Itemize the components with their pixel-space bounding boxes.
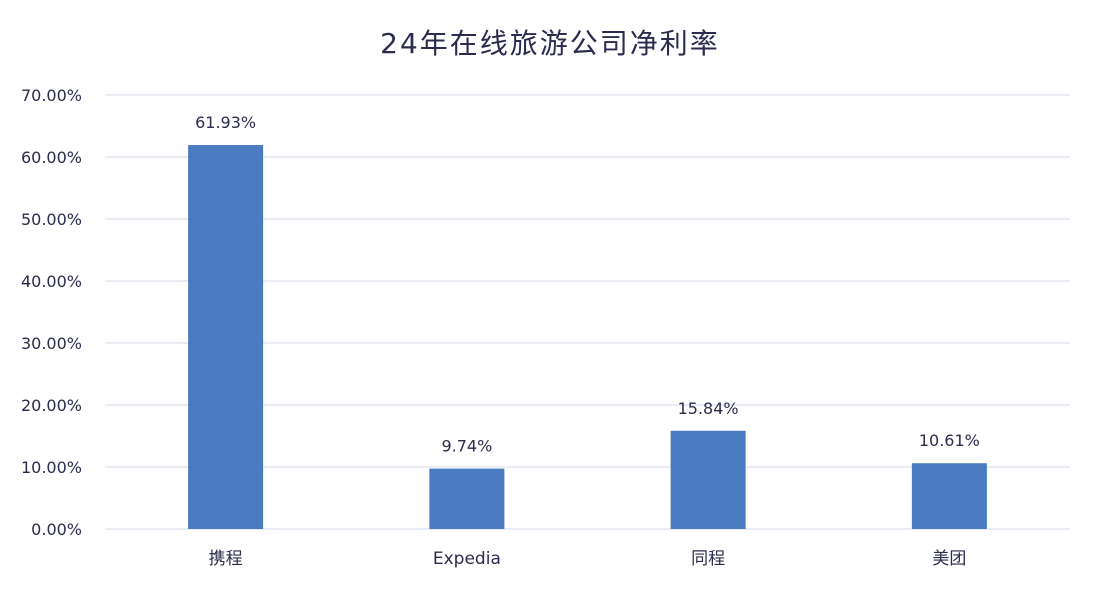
- x-tick-label: 美团: [932, 549, 966, 569]
- y-tick-label: 60.00%: [21, 148, 82, 167]
- data-label: 10.61%: [919, 431, 980, 450]
- data-label: 9.74%: [441, 437, 492, 456]
- data-label: 15.84%: [678, 399, 739, 418]
- bar[interactable]: [429, 468, 505, 529]
- y-tick-label: 70.00%: [21, 86, 82, 105]
- y-tick-label: 30.00%: [21, 334, 82, 353]
- chart-title: 24年在线旅游公司净利率: [380, 27, 720, 60]
- y-tick-label: 10.00%: [21, 458, 82, 477]
- y-tick-label: 20.00%: [21, 396, 82, 415]
- bar[interactable]: [670, 430, 746, 529]
- y-tick-label: 0.00%: [31, 520, 82, 539]
- y-tick-label: 40.00%: [21, 272, 82, 291]
- data-label: 61.93%: [195, 113, 256, 132]
- x-tick-label: Expedia: [433, 549, 501, 569]
- x-tick-label: 同程: [691, 549, 725, 569]
- bar[interactable]: [911, 463, 987, 529]
- x-tick-label: 携程: [209, 549, 243, 569]
- y-tick-label: 50.00%: [21, 210, 82, 229]
- bar[interactable]: [188, 145, 264, 529]
